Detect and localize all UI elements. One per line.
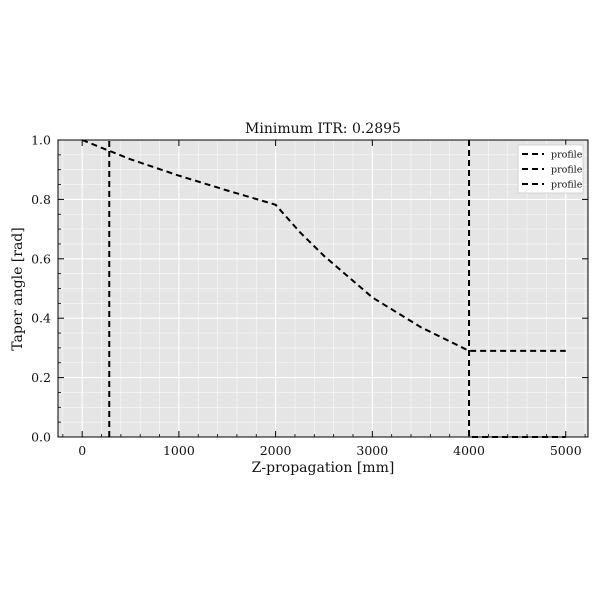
y-tick-label: 0.8: [31, 192, 51, 207]
legend-label: profile: [551, 180, 583, 191]
x-tick-label: 0: [78, 443, 86, 458]
legend: profile profile profile: [517, 144, 584, 194]
x-tick-label: 4000: [453, 443, 485, 458]
legend-label: profile: [551, 165, 583, 176]
y-tick-label: 0.0: [31, 430, 51, 445]
x-tick-label: 1000: [163, 443, 195, 458]
y-axis-label: Taper angle [rad]: [10, 227, 26, 350]
chart-title: Minimum ITR: 0.2895: [245, 121, 401, 137]
grid-lines: [58, 139, 588, 438]
legend-label: profile: [551, 150, 583, 161]
x-tick-label: 3000: [356, 443, 388, 458]
x-tick-label: 2000: [260, 443, 292, 458]
x-axis-label: Z-propagation [mm]: [252, 460, 395, 476]
x-tick-label: 5000: [550, 443, 582, 458]
series-1-line: [81, 139, 566, 352]
y-tick-label: 0.4: [31, 311, 51, 326]
y-tick-label: 0.2: [31, 370, 51, 385]
y-tick-label: 0.6: [31, 251, 51, 266]
axis-ticks: 0 1000 2000 3000 4000 5000 0.0 0.2 0.4 0.6 0.8 1.0: [31, 133, 588, 458]
legend-box: [517, 144, 584, 194]
y-tick-label: 1.0: [31, 133, 51, 148]
